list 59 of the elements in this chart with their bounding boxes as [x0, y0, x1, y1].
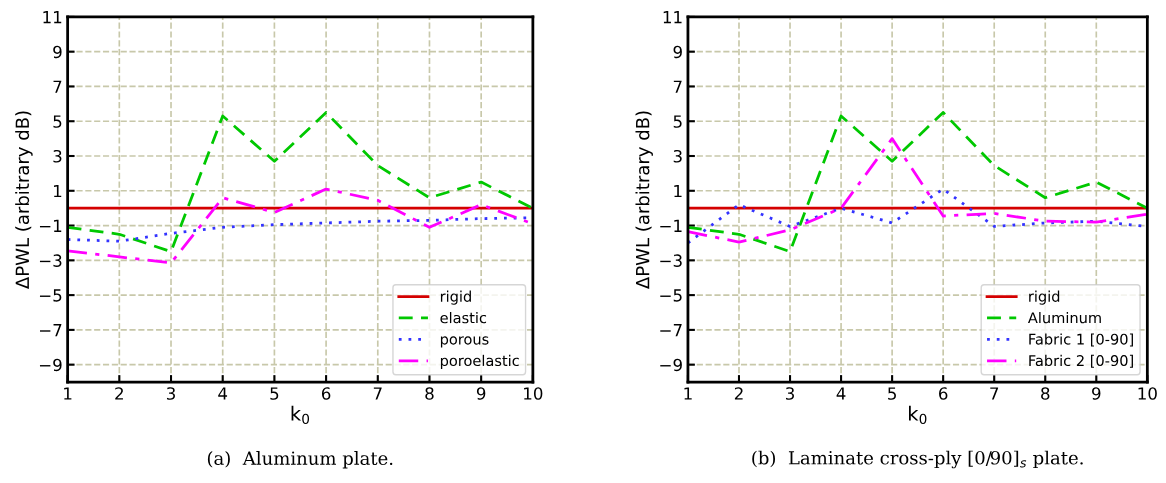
x-tick-label: 3 [786, 387, 794, 400]
y-tick-label: −9 [660, 358, 682, 372]
y-tick-label: −5 [660, 289, 682, 302]
y-tick-label: 9 [53, 45, 62, 59]
y-axis-title: ΔPWL (arbitrary dB) [15, 111, 33, 289]
x-tick-label: 8 [1041, 387, 1050, 400]
x-tick-label: 6 [939, 387, 948, 400]
y-tick-label: −9 [39, 358, 62, 372]
y-tick-label: 7 [53, 80, 62, 93]
x-tick-label: 3 [166, 387, 175, 400]
x-tick-label: 9 [476, 387, 486, 400]
legend-label: elastic [440, 312, 487, 324]
y-tick-label: −1 [39, 219, 62, 232]
legend-label: porous [440, 336, 489, 348]
y-axis-title: ΔPWL (arbitrary dB) [635, 111, 653, 289]
x-tick-label: 2 [734, 387, 743, 400]
text: (a) Aluminum plate. [207, 451, 393, 469]
x-tick-label: 4 [218, 387, 228, 400]
x-tick-label: 10 [1138, 387, 1157, 400]
y-tick-label: −3 [660, 254, 682, 267]
text: (b) Laminate cross-ply [0/90]$_{s}$ plate. [752, 450, 1083, 469]
x-tick-label: 2 [115, 387, 123, 400]
legend-label: rigid [1029, 290, 1060, 305]
x-tick-label: 5 [888, 387, 896, 400]
line-series [67, 111, 533, 254]
legend-label: Fabric 2 [0-90] [1029, 354, 1133, 368]
x-tick-label: 1 [64, 387, 72, 400]
line-series [687, 111, 1148, 254]
x-tick-label: 9 [1092, 387, 1101, 400]
y-tick-label: 11 [663, 11, 682, 24]
y-tick-label: 3 [673, 149, 682, 163]
x-tick-label: 7 [373, 387, 382, 400]
legend-label: Aluminum [1027, 312, 1101, 324]
y-tick-label: 3 [53, 149, 62, 163]
y-tick-label: 5 [673, 115, 682, 128]
y-tick-label: 11 [43, 11, 62, 24]
legend-label: poroelastic [440, 354, 519, 369]
y-tick-label: −7 [39, 324, 62, 337]
x-axis-title: k$_{0}$ [291, 405, 310, 424]
y-tick-label: 1 [53, 184, 62, 198]
y-tick-label: −5 [39, 289, 62, 302]
y-tick-label: −1 [660, 219, 682, 232]
y-tick-label: 1 [674, 184, 682, 198]
x-tick-label: 10 [524, 387, 543, 400]
legend-label: rigid [440, 290, 471, 305]
y-tick-label: 9 [673, 45, 682, 59]
legend-label: Fabric 1 [0-90] [1029, 333, 1133, 347]
x-tick-label: 7 [990, 387, 999, 400]
y-tick-label: −3 [39, 254, 62, 267]
y-tick-label: 7 [673, 80, 682, 93]
x-tick-label: 1 [684, 387, 692, 400]
x-axis-title: k$_{0}$ [909, 405, 927, 424]
x-tick-label: 5 [270, 387, 279, 400]
line-series [687, 137, 1148, 244]
x-tick-label: 6 [321, 387, 331, 400]
x-tick-label: 4 [836, 387, 846, 400]
x-tick-label: 8 [425, 387, 434, 400]
y-tick-label: 5 [53, 115, 62, 128]
y-tick-label: −7 [660, 324, 682, 337]
